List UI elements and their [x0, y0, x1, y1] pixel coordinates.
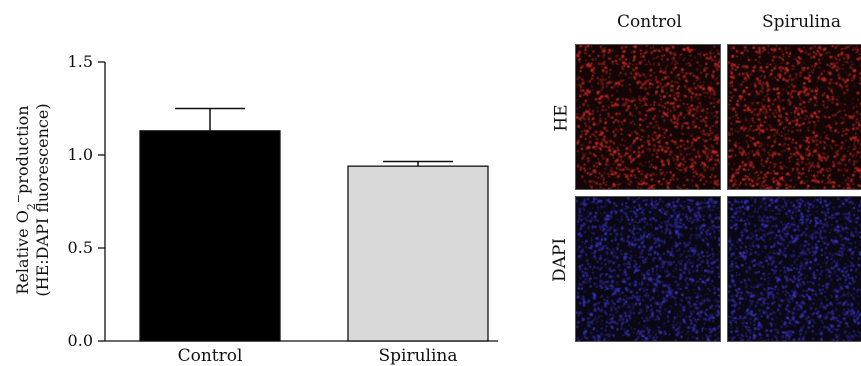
y-tick-label: 0.5 — [68, 238, 93, 257]
x-category-label: Spirulina — [379, 346, 458, 366]
y-tick-label: 1.0 — [68, 145, 93, 164]
y-axis-label-line1: Relative O2−production — [12, 105, 38, 294]
y-tick-label: 1.5 — [68, 52, 93, 71]
y-tick-label: 0.0 — [68, 331, 93, 350]
micrograph-he-control — [575, 44, 721, 190]
bar-control — [139, 130, 281, 342]
micrograph-dapi-spirulina — [727, 196, 861, 342]
row-label-he: HE — [551, 104, 572, 132]
column-label-spirulina: Spirulina — [762, 12, 841, 32]
chart-bars — [139, 107, 489, 342]
bar-chart: 0.0 0.5 1.0 1.5 Control Spirulina Relative O… — [12, 52, 498, 366]
row-label-dapi: DAPI — [550, 237, 571, 283]
y-axis-label-line2: (HE:DAPI fluorescence) — [33, 103, 52, 296]
micrograph-he-spirulina — [727, 44, 861, 190]
x-category-label: Control — [178, 346, 243, 366]
chart-ticks: 0.0 0.5 1.0 1.5 — [68, 52, 105, 350]
chart-categories: Control Spirulina — [178, 346, 458, 366]
micrograph-dapi-control — [575, 196, 721, 342]
bar-spirulina — [347, 165, 489, 342]
column-label-control: Control — [617, 12, 682, 32]
